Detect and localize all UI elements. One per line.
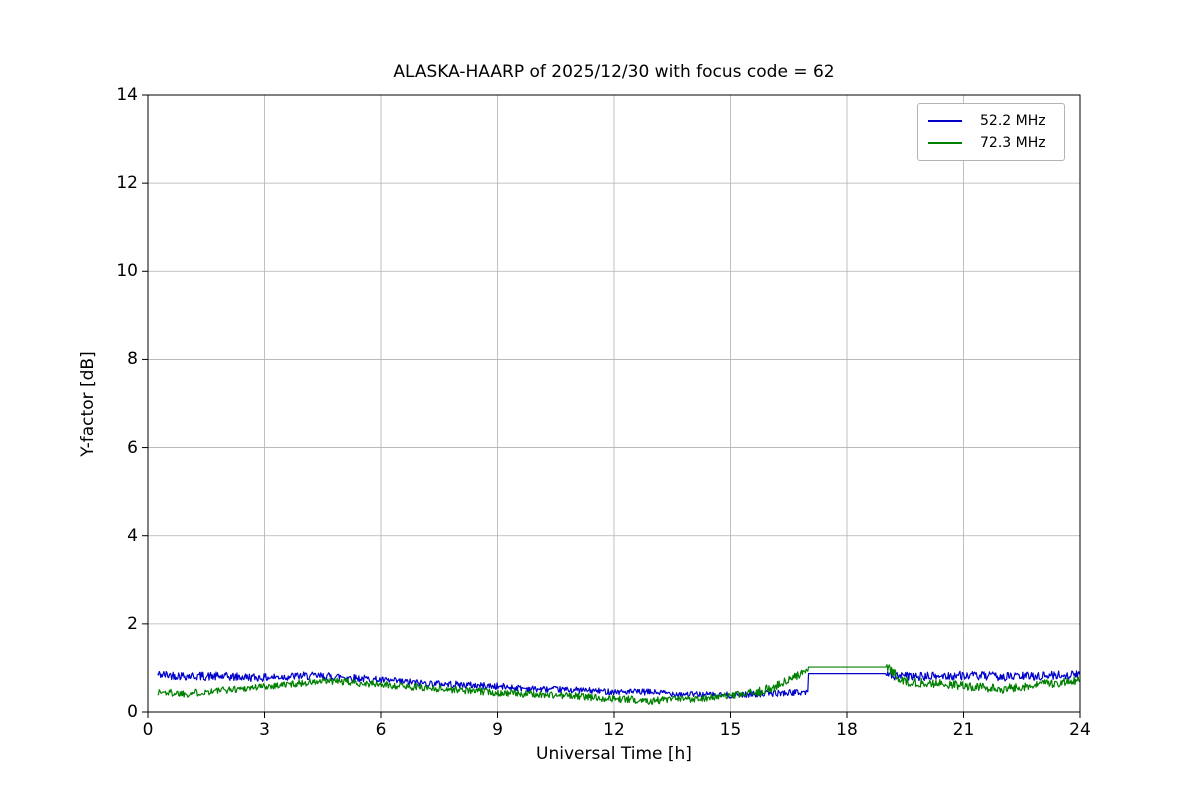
chart-title: ALASKA-HAARP of 2025/12/30 with focus co… bbox=[393, 62, 835, 82]
x-tick-label: 15 bbox=[719, 720, 742, 740]
legend-entry-72-3-mhz: 72.3 MHz bbox=[926, 132, 1056, 154]
y-tick-label: 14 bbox=[116, 85, 138, 105]
x-tick-label: 18 bbox=[836, 720, 858, 740]
legend-line-sample-blue bbox=[928, 120, 962, 122]
legend-line-sample-green bbox=[928, 142, 962, 144]
x-tick-label: 9 bbox=[492, 720, 503, 740]
y-tick-label: 4 bbox=[127, 525, 138, 546]
x-axis-label: Universal Time [h] bbox=[536, 744, 692, 764]
y-tick-label: 12 bbox=[116, 173, 138, 194]
x-tick-label: 3 bbox=[259, 720, 270, 740]
legend-entry-52-2-mhz: 52.2 MHz bbox=[926, 110, 1056, 132]
x-tick-label: 24 bbox=[1069, 720, 1091, 740]
legend: 52.2 MHz 72.3 MHz bbox=[917, 103, 1065, 161]
series-line-52-2-mhz bbox=[157, 670, 1081, 699]
y-tick-label: 0 bbox=[127, 702, 138, 722]
x-tick-label: 0 bbox=[142, 720, 154, 740]
series-line-72-3-mhz bbox=[157, 664, 1081, 705]
y-tick-label: 10 bbox=[116, 261, 138, 282]
legend-label: 52.2 MHz bbox=[980, 113, 1046, 129]
x-tick-label: 6 bbox=[375, 720, 387, 740]
y-tick-label: 2 bbox=[127, 613, 138, 634]
y-tick-label: 8 bbox=[127, 349, 138, 370]
y-tick-label: 6 bbox=[127, 437, 138, 458]
x-tick-label: 12 bbox=[603, 720, 625, 740]
x-tick-label: 21 bbox=[952, 720, 975, 740]
legend-label: 72.3 MHz bbox=[980, 135, 1046, 151]
